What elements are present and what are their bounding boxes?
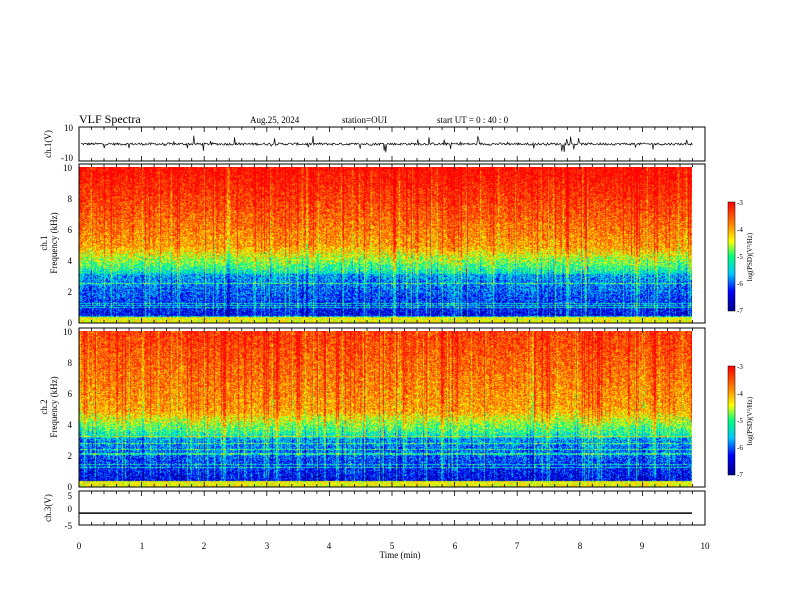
xtick-10: 10 xyxy=(701,541,711,551)
ch3-ytick-m5: -5 xyxy=(65,521,73,531)
xtick-3: 3 xyxy=(265,541,270,551)
ch2-freq-tick-6: 6 xyxy=(68,389,73,399)
ch1-spectrogram-ylabel: Frequency (kHz) xyxy=(49,212,59,273)
ch3-waveform-frame xyxy=(78,490,706,526)
ch2-cb-tick-m6: -6 xyxy=(737,444,743,452)
ch1-waveform-panel: 10 -10 ch.1(V) xyxy=(43,123,706,163)
ch1-freq-tick-6: 6 xyxy=(68,225,73,235)
ch3-ytick-5: 5 xyxy=(68,491,73,501)
ch1-freq-tick-2: 2 xyxy=(68,287,73,297)
ch1-colorbar: -3 -4 -5 -6 -7 log(PSD)(V²/Hz) xyxy=(727,199,754,315)
x-axis: 0 1 2 3 4 5 6 7 8 9 10 Time (min) xyxy=(77,541,710,560)
xtick-4: 4 xyxy=(327,541,332,551)
ch1-cb-tick-m6: -6 xyxy=(737,280,743,288)
x-axis-title: Time (min) xyxy=(380,550,421,560)
ch2-cb-tick-m3: -3 xyxy=(737,363,743,371)
ch1-freq-tick-8: 8 xyxy=(68,194,73,204)
ch2-spectrogram-image xyxy=(79,331,692,487)
xtick-8: 8 xyxy=(578,541,583,551)
ch2-cb-tick-m4: -4 xyxy=(737,390,743,398)
ch2-colorbar-label: log(PSD)(V²/Hz) xyxy=(746,396,754,445)
ch2-freq-tick-4: 4 xyxy=(68,420,73,430)
ch2-freq-tick-10: 10 xyxy=(63,327,73,337)
ch2-colorbar-bar xyxy=(727,365,736,476)
xtick-2: 2 xyxy=(202,541,207,551)
ch1-spectrogram-ylabel-top: ch.1 xyxy=(39,235,49,250)
ch2-spectrogram-panel: 0 2 4 6 8 10 ch.2 Frequency (kHz) xyxy=(39,327,706,492)
ch1-ytick-bottom: -10 xyxy=(61,153,73,163)
xtick-7: 7 xyxy=(515,541,520,551)
ch1-trace-line xyxy=(80,135,693,153)
ch1-freq-tick-10: 10 xyxy=(63,163,73,173)
ch1-trace xyxy=(80,135,693,153)
ch1-spectrogram-image xyxy=(79,167,692,323)
ch2-colorbar: -3 -4 -5 -6 -7 log(PSD)(V²/Hz) xyxy=(727,363,754,479)
ch3-waveform-panel: 5 0 -5 ch.3(V) xyxy=(43,490,706,531)
ch3-ytick-0: 0 xyxy=(68,504,73,514)
xtick-9: 9 xyxy=(640,541,645,551)
ch1-freq-tick-0: 0 xyxy=(68,318,73,328)
ch2-cb-tick-m7: -7 xyxy=(737,471,743,479)
ch1-waveform-ylabel: ch.1(V) xyxy=(43,130,53,158)
ch1-cb-tick-m7: -7 xyxy=(737,307,743,315)
ch1-cb-tick-m4: -4 xyxy=(737,226,743,234)
start-time-label: start UT = 0 : 40 : 0 xyxy=(437,115,509,125)
ch2-freq-tick-8: 8 xyxy=(68,358,73,368)
ch1-colorbar-label: log(PSD)(V²/Hz) xyxy=(746,232,754,281)
ch3-waveform-ylabel: ch.3(V) xyxy=(43,494,53,522)
time-ticks xyxy=(78,127,706,525)
ch1-spectrogram-panel: 0 2 4 6 8 10 ch.1 Frequency (kHz) xyxy=(39,163,706,328)
ch2-spectrogram-ylabel-top: ch.2 xyxy=(39,399,49,414)
date-label: Aug.25, 2024 xyxy=(250,115,300,125)
xtick-0: 0 xyxy=(77,541,82,551)
ch1-cb-tick-m3: -3 xyxy=(737,199,743,207)
ch2-freq-tick-2: 2 xyxy=(68,451,73,461)
xtick-6: 6 xyxy=(453,541,458,551)
xtick-1: 1 xyxy=(140,541,145,551)
ch1-cb-tick-m5: -5 xyxy=(737,253,743,261)
station-label: station=OUI xyxy=(342,115,387,125)
ch1-colorbar-bar xyxy=(727,201,736,312)
ch2-cb-tick-m5: -5 xyxy=(737,417,743,425)
ch1-freq-tick-4: 4 xyxy=(68,256,73,266)
ch1-ytick-top: 10 xyxy=(64,123,74,133)
ch2-freq-tick-0: 0 xyxy=(68,482,73,492)
ch2-spectrogram-ylabel: Frequency (kHz) xyxy=(49,376,59,437)
figure-title: VLF Spectra xyxy=(79,112,141,126)
xtick-5: 5 xyxy=(390,541,395,551)
